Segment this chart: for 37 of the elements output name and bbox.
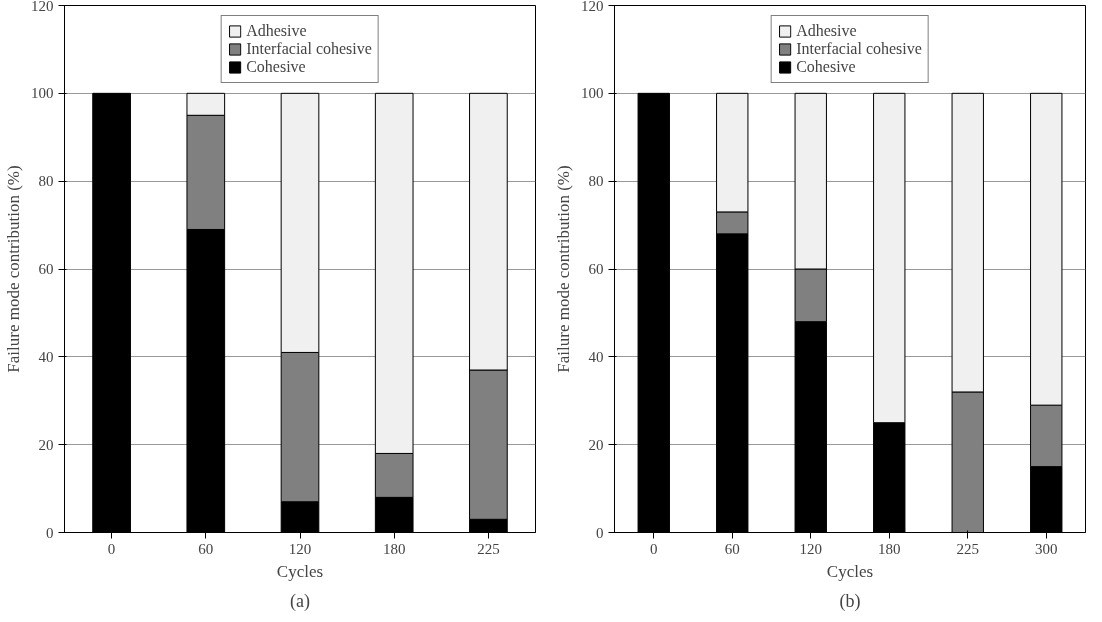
x-tick-label: 225 — [477, 540, 500, 557]
x-tick-label: 0 — [107, 540, 116, 557]
x-tick-label: 225 — [956, 540, 979, 557]
legend-label: Interfacial cohesive — [796, 40, 922, 58]
y-tick-label: 20 — [38, 436, 54, 453]
x-tick-label: 180 — [382, 540, 406, 557]
y-tick-label: 20 — [588, 436, 604, 453]
y-tick-label: 40 — [588, 348, 604, 365]
y-axis-title: Failure mode contribution (%) — [4, 165, 23, 373]
legend-label: Cohesive — [796, 58, 856, 76]
y-tick-label: 120 — [31, 0, 54, 14]
x-tick-label: 300 — [1035, 540, 1058, 557]
y-tick-label: 60 — [38, 261, 54, 277]
text: (a) — [290, 590, 310, 612]
y-tick-label: 100 — [581, 85, 604, 102]
y-tick-label: 80 — [588, 173, 604, 190]
legend-label: Adhesive — [246, 22, 307, 40]
legend-label: Interfacial cohesive — [246, 40, 372, 58]
x-axis-title: Cycles — [276, 561, 324, 581]
x-tick-label: 120 — [799, 540, 822, 557]
x-tick-label: 120 — [288, 540, 312, 557]
x-tick-label: 180 — [878, 540, 901, 557]
y-axis-title: Failure mode contribution (%) — [554, 165, 573, 373]
y-tick-label: 40 — [38, 348, 54, 365]
y-tick-label: 120 — [581, 0, 604, 14]
legend-label: Adhesive — [796, 22, 857, 40]
x-tick-label: 0 — [650, 540, 658, 557]
y-tick-label: 0 — [596, 524, 604, 541]
y-tick-label: 0 — [46, 524, 54, 541]
y-tick-label: 80 — [38, 173, 54, 190]
text: (b) — [839, 590, 861, 612]
x-tick-label: 60 — [198, 540, 214, 557]
y-tick-label: 60 — [588, 261, 604, 277]
legend-label: Cohesive — [246, 58, 306, 76]
x-tick-label: 60 — [724, 540, 740, 557]
x-axis-title: Cycles — [826, 561, 874, 581]
y-tick-label: 100 — [31, 85, 54, 102]
